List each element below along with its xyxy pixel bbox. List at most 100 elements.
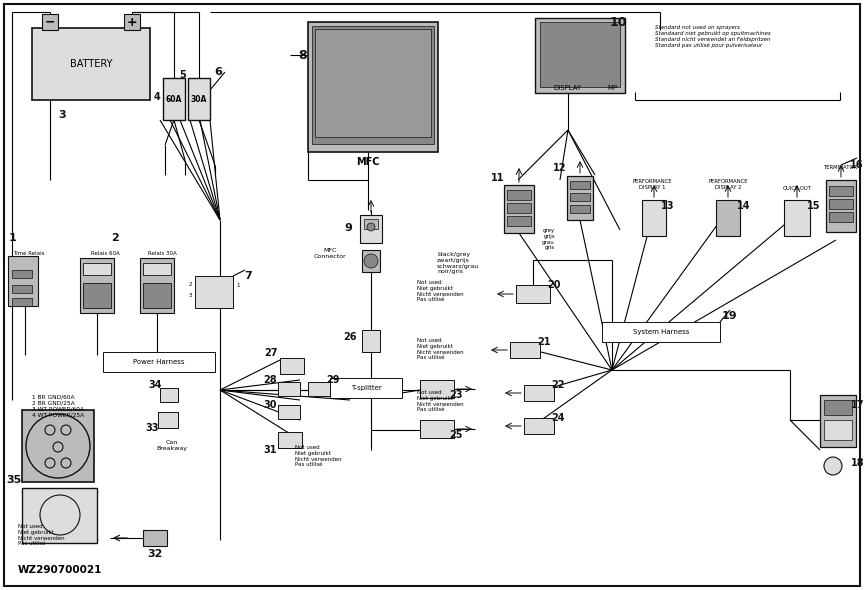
Bar [140,258,174,313]
Bar [829,186,853,196]
Text: 19: 19 [722,311,738,321]
Text: Not used
Niet gebruikt
Nicht verwenden
Pas utilisé: Not used Niet gebruikt Nicht verwenden P… [417,338,464,360]
Bar [22,488,97,543]
Bar [12,285,32,293]
Text: 20: 20 [547,280,561,290]
Bar [829,212,853,222]
Text: Can
Breakway: Can Breakway [156,440,187,451]
Bar [504,185,534,233]
Bar [507,203,531,213]
Text: 11: 11 [492,173,505,183]
Text: 3: 3 [58,110,66,120]
Text: T-splitter: T-splitter [351,385,381,391]
Text: 2: 2 [111,233,119,243]
Text: 25: 25 [449,430,463,440]
Bar [784,200,810,236]
Text: 32: 32 [147,549,162,559]
Text: Relais 30A: Relais 30A [148,251,177,255]
Bar [829,199,853,209]
Text: Not used
Niet gebruikt
Nicht verwenden
Pas utilisé: Not used Niet gebruikt Nicht verwenden P… [417,390,464,412]
Text: Not used
Niet gebruikt
Nicht verwenden
Pas utilisé: Not used Niet gebruikt Nicht verwenden P… [417,280,464,303]
Bar [362,330,380,352]
Text: Standard not used on sprayers
Standaard niet gebruikt op spuitmachines
Standard : Standard not used on sprayers Standaard … [655,25,771,48]
Text: 23: 23 [449,390,463,400]
Text: 1: 1 [236,283,239,287]
Bar [280,358,304,374]
Bar [158,412,178,428]
Bar [83,283,111,308]
Text: 13: 13 [661,201,675,211]
Text: 5: 5 [180,70,187,80]
Text: PERFORMANCE
DISPLAY 1: PERFORMANCE DISPLAY 1 [632,179,671,190]
Bar [420,380,454,398]
Bar [188,78,210,120]
Text: 60A: 60A [166,94,182,103]
Bar [12,298,32,306]
Text: Time Relais: Time Relais [13,251,45,255]
Bar [160,388,178,402]
Bar [42,14,58,30]
Text: PERFORMANCE
DISPLAY 2: PERFORMANCE DISPLAY 2 [708,179,747,190]
Bar [83,263,111,275]
Bar [535,18,625,93]
Bar [278,405,300,419]
Bar [195,276,233,308]
Bar [103,352,215,372]
Text: 22: 22 [551,380,565,390]
Bar [32,28,150,100]
Text: 26: 26 [343,332,357,342]
Bar [826,180,856,232]
Bar [642,200,666,236]
Bar [824,400,852,415]
Bar [570,193,590,201]
Text: 29: 29 [327,375,340,385]
Text: TERMINATOR: TERMINATOR [824,165,858,170]
Text: Not used
Niet gebruikt
Nicht verwenden
Pas utilisé: Not used Niet gebruikt Nicht verwenden P… [18,524,65,546]
Text: 31: 31 [264,445,276,455]
Bar [124,14,140,30]
Bar [362,250,380,272]
Text: 12: 12 [553,163,567,173]
Text: 6: 6 [214,67,222,77]
Text: 33: 33 [145,423,159,433]
Text: 30: 30 [264,400,276,410]
Text: 30A: 30A [191,94,207,103]
Text: WZ290700021: WZ290700021 [18,565,102,575]
Bar [278,382,300,396]
Bar [12,270,32,278]
Text: 8: 8 [299,48,308,61]
Circle shape [824,457,842,475]
Circle shape [364,254,378,268]
Text: 18: 18 [851,458,864,468]
Text: 1: 1 [10,233,17,243]
Bar [163,78,185,120]
Bar [567,176,593,220]
Text: 15: 15 [807,201,821,211]
Text: Relais 60A: Relais 60A [91,251,120,255]
Text: Not used
Niet gebruikt
Nicht verwenden
Pas utilisé: Not used Niet gebruikt Nicht verwenden P… [295,445,341,467]
Text: 28: 28 [264,375,276,385]
Bar [143,263,171,275]
Bar [308,22,438,152]
Bar [524,418,554,434]
Text: 10: 10 [609,15,626,28]
Text: Power Harness: Power Harness [133,359,185,365]
Text: 2: 2 [188,281,192,287]
Text: 24: 24 [551,413,565,423]
Bar [278,432,302,448]
Bar [80,258,114,313]
Bar [570,205,590,213]
Text: 21: 21 [537,337,550,347]
Bar [22,410,94,482]
Bar [315,29,431,137]
Text: 34: 34 [149,380,162,390]
Text: DISPLAY: DISPLAY [554,85,582,91]
Bar [8,256,38,306]
Bar [312,26,434,144]
Bar [824,420,852,440]
Text: grey
grijs
grau
gris: grey grijs grau gris [543,228,555,250]
Bar [510,342,540,358]
Bar [524,385,554,401]
Text: MP: MP [607,85,617,91]
Text: 4: 4 [154,92,161,102]
